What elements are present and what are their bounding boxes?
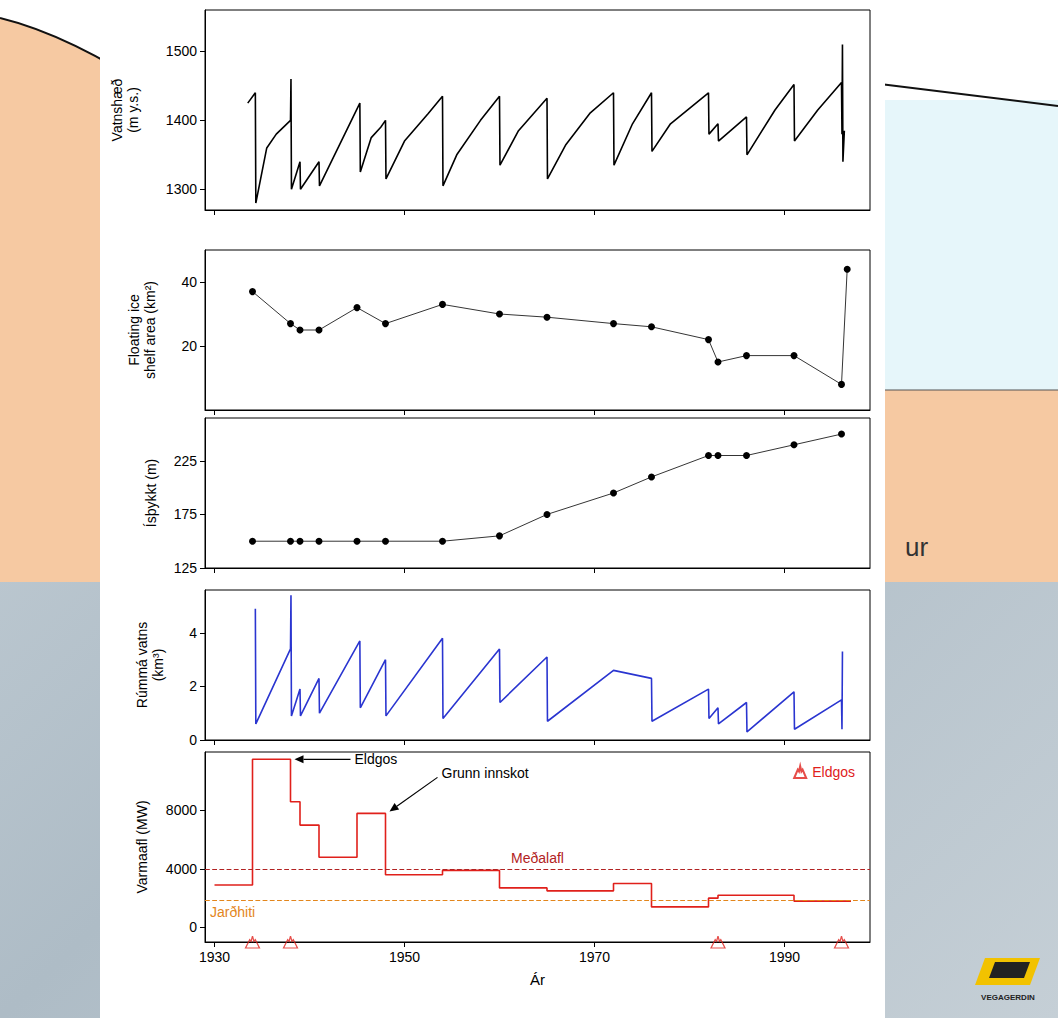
svg-text:1950: 1950 <box>389 949 420 965</box>
svg-text:Ár: Ár <box>530 971 545 988</box>
svg-text:125: 125 <box>174 560 198 576</box>
svg-text:225: 225 <box>174 453 198 469</box>
svg-text:20: 20 <box>181 338 197 354</box>
svg-text:2: 2 <box>189 678 197 694</box>
svg-text:Grunn innskot: Grunn innskot <box>442 765 529 781</box>
svg-text:Jarðhiti: Jarðhiti <box>210 904 255 920</box>
svg-text:1990: 1990 <box>769 949 800 965</box>
svg-text:0: 0 <box>189 919 197 935</box>
svg-text:shelf area (km²): shelf area (km²) <box>142 281 158 379</box>
svg-text:1970: 1970 <box>579 949 610 965</box>
svg-text:Eldgos: Eldgos <box>355 751 398 767</box>
svg-text:Floating ice: Floating ice <box>126 294 142 366</box>
svg-text:1930: 1930 <box>199 949 230 965</box>
svg-text:Eldgos: Eldgos <box>812 764 855 780</box>
svg-text:Vatnshæð: Vatnshæð <box>109 78 125 141</box>
svg-text:0: 0 <box>189 732 197 748</box>
svg-text:8000: 8000 <box>166 802 197 818</box>
svg-text:4: 4 <box>189 625 197 641</box>
svg-text:VEGAGERDIN: VEGAGERDIN <box>981 993 1035 1002</box>
svg-text:(km³): (km³) <box>150 649 166 682</box>
svg-text:(m y.s.): (m y.s.) <box>125 87 141 133</box>
svg-text:1300: 1300 <box>166 181 197 197</box>
svg-text:40: 40 <box>181 274 197 290</box>
svg-text:175: 175 <box>174 506 198 522</box>
svg-text:ur: ur <box>905 532 928 562</box>
svg-text:Ísþykkt (m): Ísþykkt (m) <box>143 459 159 527</box>
svg-text:Varmaafl (MW): Varmaafl (MW) <box>134 800 150 893</box>
svg-text:1500: 1500 <box>166 43 197 59</box>
svg-text:Rúmmá vatns: Rúmmá vatns <box>134 622 150 708</box>
svg-text:4000: 4000 <box>166 861 197 877</box>
svg-text:Meðalafl: Meðalafl <box>511 850 564 866</box>
svg-text:1400: 1400 <box>166 112 197 128</box>
